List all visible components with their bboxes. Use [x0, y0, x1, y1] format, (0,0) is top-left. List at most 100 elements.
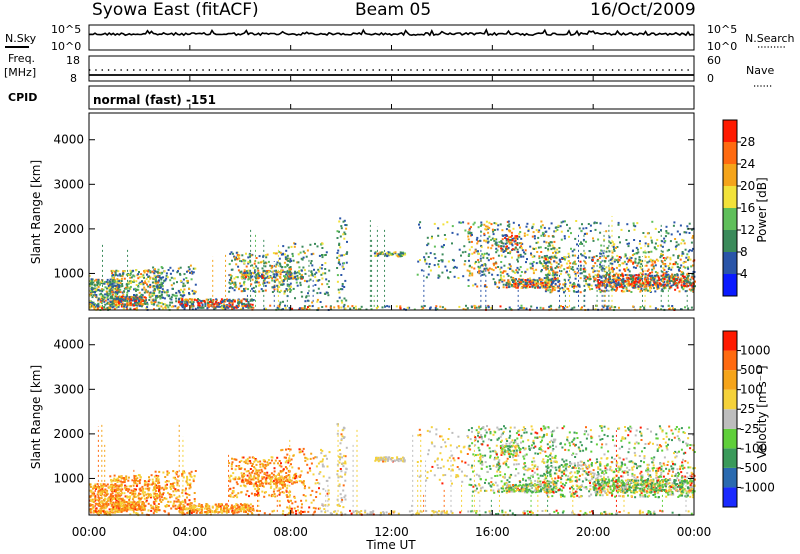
- echo-cell: [101, 485, 104, 488]
- echo-cell: [543, 240, 546, 243]
- echo-cell: [109, 293, 112, 296]
- echo-cell: [169, 485, 172, 488]
- echo-cell: [507, 266, 510, 269]
- echo-cell: [181, 299, 184, 302]
- echo-cell: [550, 268, 553, 271]
- echo-cell: [675, 261, 678, 264]
- echo-cell: [184, 501, 187, 504]
- echo-cell: [487, 231, 490, 234]
- echo-cell: [652, 267, 655, 270]
- echo-cell: [213, 303, 216, 306]
- echo-cell: [173, 277, 176, 280]
- echo-cell: [324, 272, 327, 275]
- echo-cell: [279, 251, 282, 254]
- echo-cell: [235, 263, 238, 266]
- echo-cell: [166, 472, 169, 475]
- echo-cell: [245, 273, 248, 276]
- echo-cell: [241, 303, 244, 306]
- echo-cell: [122, 507, 125, 510]
- echo-cell: [223, 505, 226, 508]
- echo-cell: [148, 299, 151, 301]
- echo-cell: [193, 474, 196, 477]
- echo-cell: [137, 507, 140, 510]
- echo-cell: [599, 252, 602, 255]
- echo-cell: [155, 285, 158, 288]
- echo-cell: [665, 273, 668, 276]
- echo-cell: [143, 497, 146, 500]
- echo-cell: [186, 300, 189, 303]
- echo-cell: [606, 271, 608, 274]
- echo-cell: [255, 274, 258, 277]
- echo-cell: [258, 275, 261, 277]
- echo-cell: [155, 275, 158, 278]
- echo-cell: [140, 304, 143, 307]
- echo-cell: [141, 294, 144, 297]
- echo-cell: [119, 501, 122, 504]
- echo-cell: [130, 298, 133, 301]
- echo-cell: [274, 252, 277, 255]
- echo-cell: [215, 303, 218, 306]
- echo-cell: [584, 260, 586, 263]
- echo-cell: [524, 249, 527, 252]
- echo-cell: [170, 296, 173, 299]
- echo-cell: [533, 237, 536, 240]
- echo-cell: [158, 490, 160, 493]
- echo-cell: [172, 282, 175, 285]
- echo-cell: [222, 308, 225, 311]
- echo-cell: [112, 489, 115, 492]
- echo-cell: [543, 226, 546, 229]
- echo-cell: [306, 249, 309, 252]
- echo-cell: [116, 477, 119, 480]
- echo-cell: [149, 495, 152, 497]
- echo-cell: [135, 479, 137, 482]
- echo-cell: [324, 262, 327, 265]
- echo-cell: [130, 491, 133, 494]
- echo-cell: [639, 283, 642, 286]
- echo-cell: [111, 503, 114, 506]
- echo-cell: [189, 482, 192, 485]
- echo-cell: [427, 242, 430, 245]
- echo-cell: [104, 506, 107, 509]
- echo-cell: [560, 270, 563, 273]
- echo-cell: [609, 307, 612, 310]
- echo-cell: [159, 277, 162, 280]
- echo-cell: [166, 470, 169, 473]
- echo-cell: [284, 256, 287, 259]
- echo-cell: [248, 269, 251, 272]
- echo-cell: [341, 288, 344, 291]
- echo-cell: [480, 221, 483, 224]
- echo-cell: [115, 305, 118, 308]
- echo-cell: [674, 275, 677, 278]
- echo-cell: [191, 305, 194, 308]
- echo-cell: [635, 283, 638, 286]
- echo-cell: [690, 241, 693, 244]
- echo-cell: [123, 487, 126, 490]
- echo-cell: [657, 231, 660, 233]
- echo-cell: [655, 286, 658, 289]
- echo-cell: [109, 498, 112, 501]
- echo-cell: [103, 491, 106, 494]
- echo-cell: [591, 258, 594, 261]
- echo-cell: [492, 233, 495, 236]
- echo-cell: [137, 285, 140, 288]
- echo-cell: [115, 303, 117, 306]
- echo-cell: [680, 277, 683, 280]
- echo-cell: [289, 268, 292, 271]
- echo-cell: [125, 488, 128, 491]
- echo-cell: [352, 307, 355, 309]
- echo-cell: [593, 270, 596, 273]
- echo-cell: [559, 260, 562, 263]
- echo-cell: [549, 288, 552, 291]
- echo-cell: [155, 280, 158, 283]
- echo-cell: [129, 504, 132, 507]
- echo-cell: [588, 277, 591, 280]
- echo-cell: [679, 224, 682, 227]
- echo-cell: [600, 265, 603, 268]
- echo-cell: [114, 271, 117, 274]
- echo-cell: [588, 256, 591, 259]
- echo-cell: [111, 286, 114, 289]
- echo-cell: [136, 304, 139, 307]
- echo-cell: [483, 239, 486, 242]
- echo-cell: [271, 291, 274, 293]
- echo-cell: [314, 242, 316, 245]
